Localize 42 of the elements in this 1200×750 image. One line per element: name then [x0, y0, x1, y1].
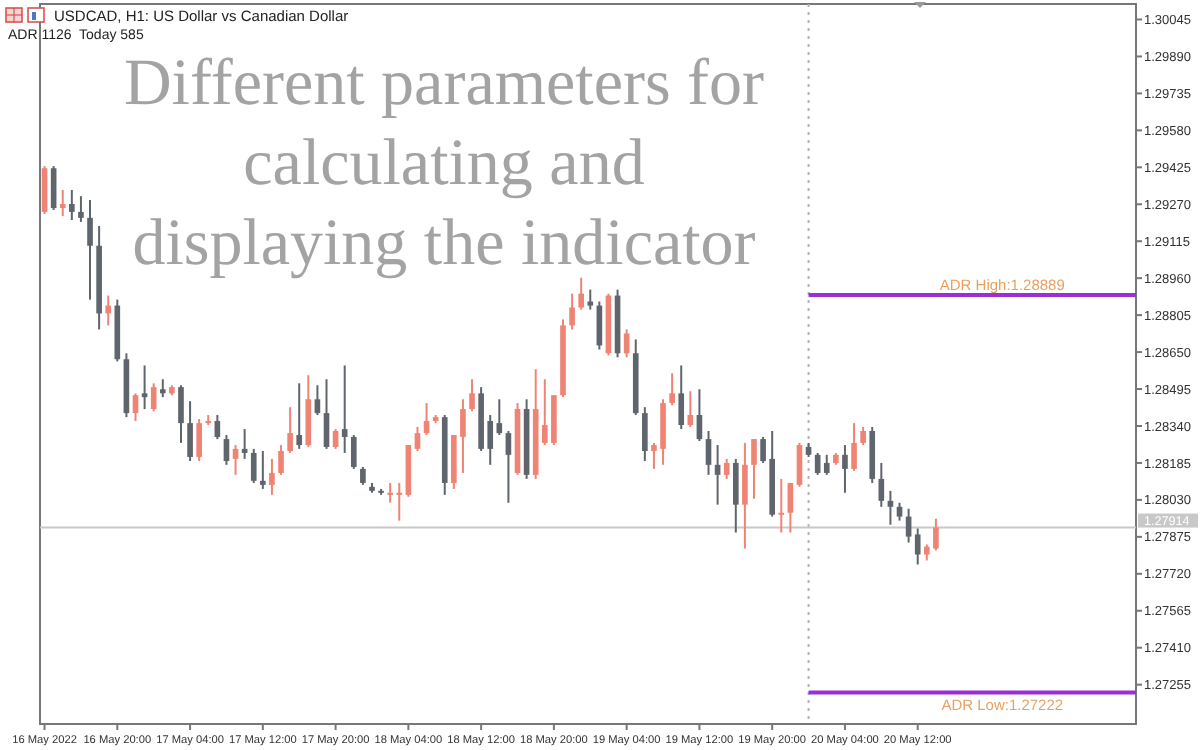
candlestick: [87, 198, 93, 301]
candlestick: [341, 364, 348, 454]
candlestick: [260, 450, 266, 490]
candlestick: [842, 444, 848, 494]
candlestick: [723, 457, 730, 480]
candlestick: [914, 527, 921, 566]
candlestick: [314, 384, 321, 417]
candlestick: [196, 418, 202, 463]
candlestick: [414, 425, 421, 453]
annotation: Different parameters for calculating and displaying the indicator: [123, 48, 765, 280]
candlestick: [469, 378, 475, 413]
candlestick: [669, 372, 675, 407]
candlestick: [860, 425, 866, 447]
candlestick: [678, 364, 685, 431]
candlestick: [732, 457, 739, 534]
candlestick: [150, 382, 157, 413]
candlestick: [141, 364, 148, 411]
candlestick: [105, 294, 112, 327]
candlestick: [278, 444, 284, 476]
candlestick: [505, 429, 512, 504]
candlestick: [869, 425, 876, 484]
candlestick: [823, 453, 830, 476]
candlestick: [69, 188, 75, 221]
candlestick: [751, 438, 757, 500]
candlestick: [851, 422, 857, 472]
candlestick: [78, 195, 84, 223]
candlestick: [287, 406, 293, 454]
candlestick: [296, 382, 303, 450]
candlestick: [250, 447, 257, 484]
candlestick: [350, 434, 357, 470]
candlestick: [187, 400, 193, 463]
candlestick: [178, 384, 184, 444]
candlestick: [269, 457, 275, 496]
candlestick: [305, 374, 312, 448]
candlestick: [587, 288, 594, 311]
candlestick: [705, 429, 712, 476]
candlestick: [569, 292, 575, 331]
candlestick: [778, 477, 785, 534]
candlestick: [578, 276, 584, 311]
candlestick: [642, 406, 648, 463]
candlestick: [59, 188, 66, 217]
candlestick: [742, 441, 748, 550]
